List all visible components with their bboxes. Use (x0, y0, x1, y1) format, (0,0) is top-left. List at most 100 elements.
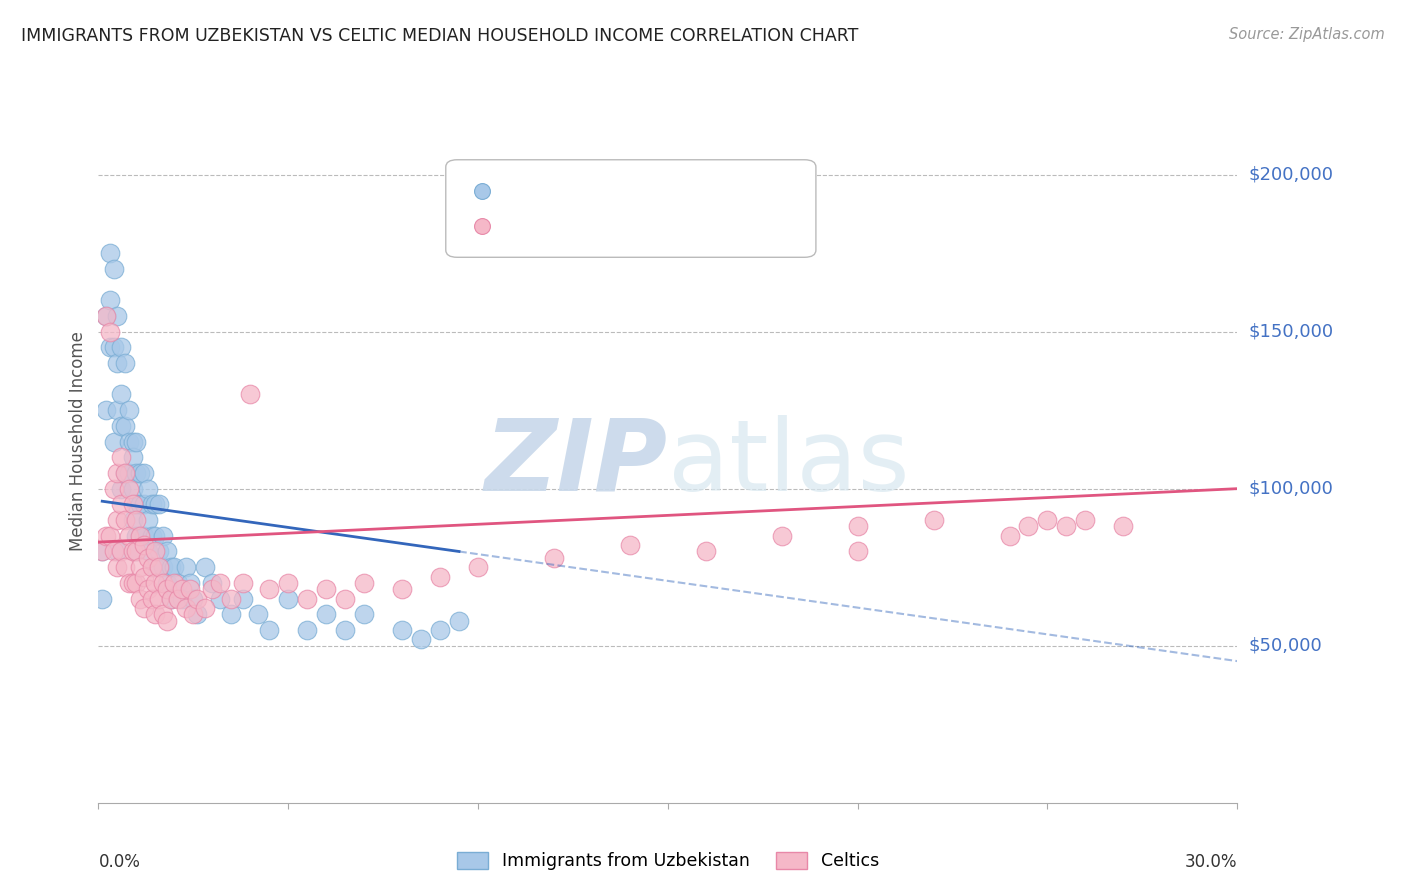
Point (125, 544, 148, 558)
Point (141, 497, 163, 511)
Point (152, 575, 174, 590)
Point (114, 513, 136, 527)
Point (110, 418, 132, 433)
Point (129, 466, 152, 480)
Point (121, 575, 143, 590)
Point (114, 466, 136, 480)
Point (335, 591, 357, 606)
Point (159, 560, 181, 574)
Point (221, 607, 243, 622)
Point (201, 582, 224, 597)
Point (110, 450, 132, 465)
Point (107, 356, 129, 370)
Point (152, 529, 174, 543)
Point (246, 607, 269, 622)
Point (411, 632, 433, 647)
Point (156, 614, 179, 628)
Point (1367, 796, 1389, 810)
Point (125, 544, 148, 558)
Point (145, 544, 167, 558)
Text: $100,000: $100,000 (1249, 480, 1333, 498)
Point (107, 466, 129, 480)
Point (103, 482, 125, 496)
Point (846, 519, 869, 533)
Point (132, 538, 155, 552)
Point (335, 623, 357, 637)
Point (163, 575, 186, 590)
Text: $150,000: $150,000 (1249, 323, 1333, 341)
Point (221, 591, 243, 606)
Point (167, 575, 190, 590)
Point (1367, 796, 1389, 810)
Point (94, 309, 117, 323)
Point (132, 569, 155, 583)
Point (98, 529, 121, 543)
Point (194, 601, 217, 615)
Point (107, 544, 129, 558)
Point (179, 575, 201, 590)
Text: IMMIGRANTS FROM UZBEKISTAN VS CELTIC MEDIAN HOUSEHOLD INCOME CORRELATION CHART: IMMIGRANTS FROM UZBEKISTAN VS CELTIC MED… (21, 27, 859, 45)
Y-axis label: Median Household Income: Median Household Income (69, 332, 87, 551)
Point (129, 497, 152, 511)
Point (174, 560, 197, 574)
Point (118, 434, 141, 449)
Point (201, 575, 224, 590)
Point (118, 403, 141, 417)
Point (136, 544, 159, 558)
Point (129, 591, 152, 606)
Point (141, 560, 163, 574)
Point (103, 340, 125, 354)
Point (846, 544, 869, 558)
Text: 0.0%: 0.0% (98, 854, 141, 871)
Point (543, 550, 565, 565)
Point (110, 482, 132, 496)
Point (132, 497, 155, 511)
Point (110, 340, 132, 354)
Point (148, 560, 170, 574)
Point (770, 529, 793, 543)
Point (695, 544, 717, 558)
Point (98, 293, 121, 308)
Point (91, 544, 114, 558)
Point (183, 591, 205, 606)
Point (259, 582, 281, 597)
Point (186, 591, 208, 606)
Point (179, 582, 201, 597)
Text: -0.163: -0.163 (562, 182, 617, 200)
Point (156, 582, 179, 597)
Point (148, 544, 170, 558)
Point (194, 560, 217, 574)
Point (91, 591, 114, 606)
Point (110, 544, 132, 558)
Point (1056, 519, 1078, 533)
Point (136, 550, 159, 565)
Text: ZIP: ZIP (485, 415, 668, 512)
Point (114, 418, 136, 433)
Point (922, 513, 945, 527)
Point (91, 544, 114, 558)
Text: 80: 80 (703, 218, 727, 235)
Point (159, 591, 181, 606)
Point (145, 497, 167, 511)
Point (170, 591, 193, 606)
Point (121, 497, 143, 511)
Point (110, 387, 132, 401)
Point (277, 575, 299, 590)
Point (315, 582, 337, 597)
Point (998, 529, 1021, 543)
Point (449, 614, 471, 628)
Point (239, 387, 262, 401)
Point (183, 607, 205, 622)
Point (132, 601, 155, 615)
Text: R =: R = (509, 218, 546, 235)
Point (136, 582, 159, 597)
Point (232, 591, 254, 606)
Point (148, 591, 170, 606)
Point (353, 575, 375, 590)
Point (94, 309, 117, 323)
Point (1112, 519, 1135, 533)
Point (145, 529, 167, 543)
Text: R =: R = (509, 182, 546, 200)
Point (277, 591, 299, 606)
Point (163, 560, 186, 574)
